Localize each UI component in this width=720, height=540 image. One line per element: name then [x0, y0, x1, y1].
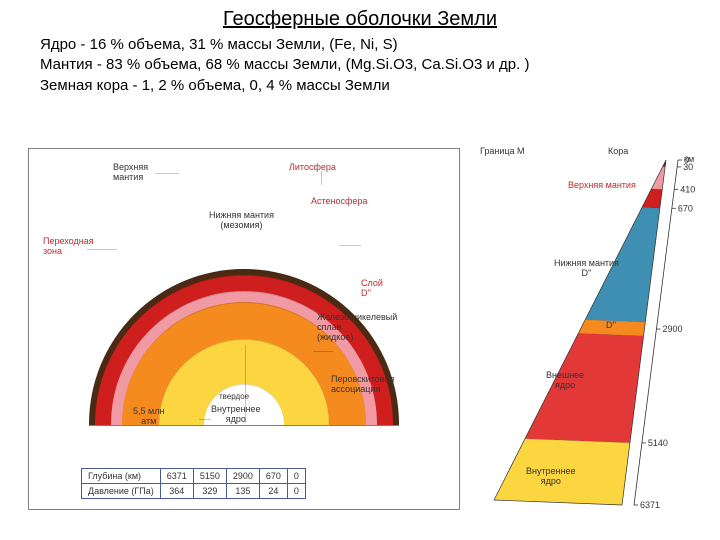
- callout-line: [155, 173, 179, 174]
- hemisphere-diagram: Верхняямантия Литосфера Астеносфера Пере…: [28, 148, 460, 510]
- label-outer-core: Железо-никелевыйсплав(жидкое): [317, 313, 397, 343]
- label-inner-core: Внутреннееядро: [211, 405, 261, 425]
- info-line-2: Мантия - 83 % объема, 68 % массы Земли, …: [40, 55, 696, 75]
- table-cell: 135: [226, 484, 259, 499]
- wedge-seg-Переходная зона: [642, 189, 662, 208]
- figures: Верхняямантия Литосфера Астеносфера Пере…: [0, 140, 720, 540]
- wedge-svg: км030410670290051406371: [474, 140, 704, 520]
- label-moho: Граница М: [480, 146, 525, 156]
- info-line-1: Ядро - 16 % объема, 31 % массы Земли, (F…: [40, 35, 696, 55]
- depth-tick-label: 2900: [662, 324, 682, 334]
- label-lithosphere: Литосфера: [289, 163, 336, 173]
- table-cell: 2900: [226, 469, 259, 484]
- label-crust: Кора: [608, 146, 628, 156]
- table-cell: 6371: [160, 469, 193, 484]
- label-upper-mantle: Верхняямантия: [113, 163, 148, 183]
- table-row-header: Давление (ГПа): [82, 484, 161, 499]
- callout-line: [313, 351, 333, 352]
- depth-tick-label: 6371: [640, 500, 660, 510]
- label-upper-mantle-r: Верхняя мантия: [568, 180, 636, 190]
- depth-tick-label: 670: [678, 203, 693, 213]
- radius-line: [245, 345, 246, 423]
- depth-tick-label: 410: [680, 184, 695, 194]
- wedge-seg-Верхняя мантия: [651, 167, 665, 190]
- depth-tick-label: 30: [683, 162, 693, 172]
- label-lower-mantle-r: Нижняя мантияD'': [554, 258, 619, 278]
- table-cell: 364: [160, 484, 193, 499]
- label-pressure: 5,5 млнатм: [133, 407, 164, 427]
- label-dpp: D'': [606, 320, 616, 330]
- label-lower-mantle: Нижняя мантия(мезомия): [209, 211, 274, 231]
- label-transition-zone: Переходнаязона: [43, 237, 94, 257]
- label-perovskite: Перовскитоваяассоциация: [331, 375, 394, 395]
- info-block: Ядро - 16 % объема, 31 % массы Земли, (F…: [0, 31, 720, 96]
- table-cell: 0: [287, 484, 305, 499]
- depth-tick-label: 5140: [648, 438, 668, 448]
- wedge-diagram: км030410670290051406371 Граница М Кора В…: [474, 140, 704, 520]
- info-line-3: Земная кора - 1, 2 % объема, 0, 4 % масс…: [40, 76, 696, 96]
- callout-line: [321, 171, 322, 185]
- label-asthenosphere: Астеносфера: [311, 197, 367, 207]
- label-inner-core-r: Внутреннееядро: [526, 466, 576, 486]
- page-title: Геосферные оболочки Земли: [0, 0, 720, 31]
- callout-line: [87, 249, 117, 250]
- table-cell: 329: [193, 484, 226, 499]
- table-cell: 0: [287, 469, 305, 484]
- callout-line: [199, 419, 211, 420]
- label-d-layer: СлойD'': [361, 279, 383, 299]
- table-row-header: Глубина (км): [82, 469, 161, 484]
- table-cell: 5150: [193, 469, 226, 484]
- table-cell: 670: [259, 469, 287, 484]
- callout-line: [339, 245, 361, 246]
- wedge-seg-Внешнее ядро: [525, 333, 644, 443]
- data-table: Глубина (км)6371515029006700 Давление (ГП…: [81, 468, 306, 499]
- label-outer-core-r: Внешнееядро: [546, 370, 584, 390]
- table-cell: 24: [259, 484, 287, 499]
